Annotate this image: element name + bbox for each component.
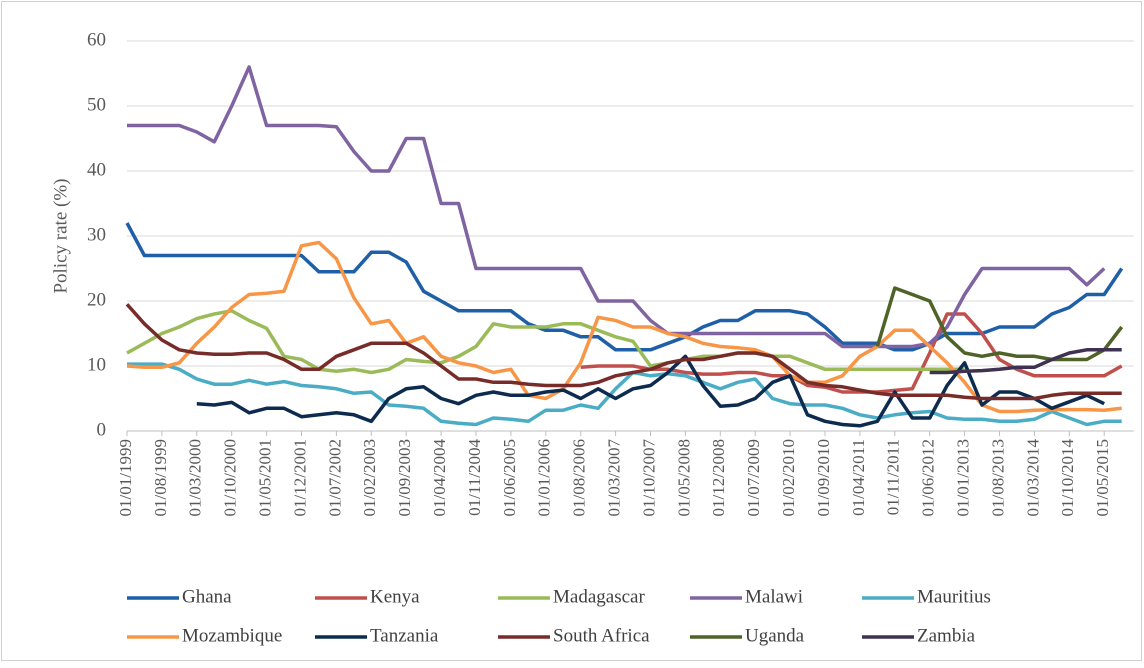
x-tick-label: 01/09/2003 (395, 439, 414, 516)
legend-label: South Africa (553, 625, 650, 646)
x-tick-label: 01/10/2007 (639, 439, 658, 517)
x-tick-label: 01/03/2014 (1023, 439, 1042, 517)
series-line (929, 348, 1122, 375)
x-tick-label: 01/08/2013 (988, 439, 1007, 516)
y-tick-label: 60 (87, 29, 106, 50)
legend-label: Uganda (745, 625, 805, 646)
x-tick-label: 01/08/2006 (570, 439, 589, 516)
y-tick-label: 20 (87, 289, 106, 310)
legend-label: Kenya (370, 586, 420, 607)
legend-label: Madagascar (553, 586, 645, 607)
x-tick-label: 01/10/2000 (221, 439, 240, 516)
x-tick-label: 01/09/2010 (814, 439, 833, 516)
x-tick-label: 01/04/2004 (430, 439, 449, 517)
y-axis-label: Policy rate (%) (50, 178, 71, 293)
y-tick-label: 30 (87, 224, 106, 245)
x-tick-label: 01/03/2000 (186, 439, 205, 516)
x-tick-label: 01/08/1999 (151, 439, 170, 516)
x-tick-label: 01/10/2014 (1058, 439, 1077, 517)
x-tick-label: 01/02/2003 (360, 439, 379, 516)
x-tick-label: 01/12/2001 (290, 439, 309, 516)
x-tick-label: 01/01/2013 (954, 439, 973, 516)
legend-label: Ghana (182, 586, 232, 607)
y-tick-label: 0 (97, 419, 107, 440)
legend-label: Malawi (745, 586, 803, 607)
series-line (127, 362, 1122, 427)
series-line (125, 303, 1122, 401)
x-tick-label: 01/05/2001 (256, 439, 275, 516)
series-line (196, 354, 1105, 428)
legend-label: Mozambique (182, 625, 282, 646)
series-line (875, 286, 1124, 362)
x-tick-label: 01/07/2002 (325, 439, 344, 516)
x-tick-label: 01/06/2005 (500, 439, 519, 516)
legend-label: Tanzania (370, 625, 439, 646)
y-tick-label: 40 (87, 159, 106, 180)
y-tick-label: 50 (87, 94, 106, 115)
legend-label: Zambia (917, 625, 976, 646)
x-tick-label: 01/11/2011 (884, 439, 903, 515)
x-tick-label: 01/02/2010 (779, 439, 798, 516)
series-line (125, 222, 1124, 352)
series-line (127, 65, 1106, 349)
x-tick-label: 01/05/2015 (1093, 439, 1112, 516)
series-line (126, 309, 965, 375)
x-tick-label: 01/03/2007 (605, 439, 624, 517)
x-tick-label: 01/06/2012 (919, 439, 938, 516)
legend-label: Mauritius (917, 586, 991, 607)
x-tick-label: 01/05/2008 (674, 439, 693, 516)
x-tick-label: 01/11/2004 (465, 439, 484, 516)
x-tick-label: 01/04/2011 (849, 439, 868, 516)
x-tick-label: 01/07/2009 (744, 439, 763, 516)
x-tick-label: 01/01/2006 (535, 439, 554, 516)
x-tick-label: 01/01/1999 (116, 439, 135, 516)
x-tick-label: 01/12/2008 (709, 439, 728, 516)
y-tick-label: 10 (87, 354, 106, 375)
